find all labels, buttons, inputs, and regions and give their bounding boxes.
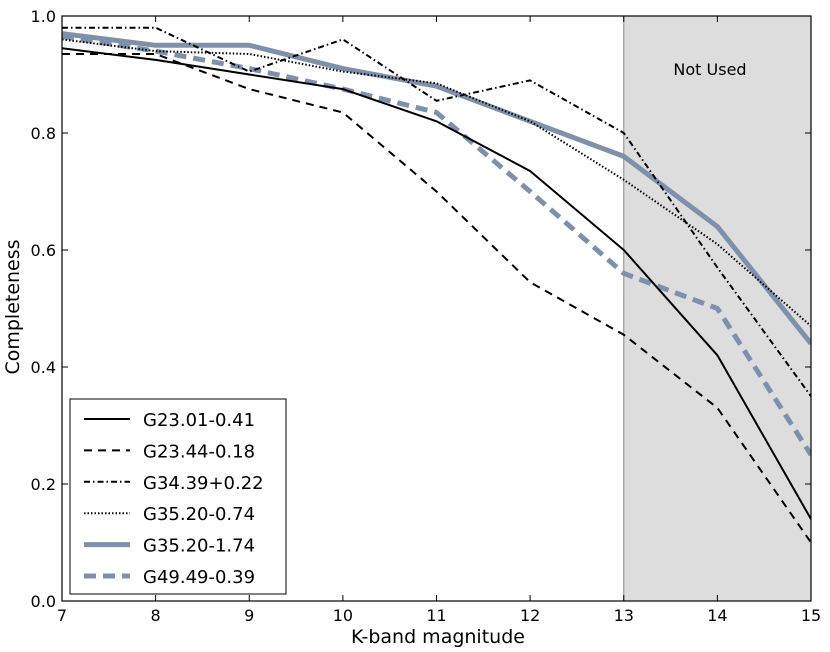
series-lines [62,26,811,544]
x-axis-label: K-band magnitude [351,626,525,648]
x-tick-label: 15 [801,606,821,625]
y-tick-label: 0.0 [31,592,56,611]
x-tick-label: 14 [707,606,727,625]
series-line-g49-49-0-39 [62,34,811,457]
y-axis-label: Completeness [2,239,24,374]
legend-entry: G34.39+0.22 [143,473,264,494]
x-tick-label: 11 [426,606,446,625]
y-tick-label: 0.8 [31,124,56,143]
legend-box [69,398,287,595]
plot-frame [61,15,812,602]
x-tick-label: 10 [333,606,353,625]
legend-entry: G23.01-0.41 [143,410,255,431]
plot-area: Not Used 7 8 9 10 11 12 13 14 15 0.0 0.2 0.4 0.6 0.8 1.… [31,7,822,625]
y-tick-label: 0.4 [31,358,56,377]
series-line-g34-39-0-22 [62,26,811,397]
x-tick-label: 7 [57,606,67,625]
x-tick-label: 12 [520,606,540,625]
not-used-label: Not Used [673,60,746,79]
y-tick-label: 0.2 [31,475,56,494]
legend-entry: G35.20-1.74 [143,536,255,557]
y-tick-label: 1.0 [31,7,56,26]
legend-entry: G49.49-0.39 [143,567,255,588]
legend-entry: G35.20-0.74 [143,504,255,525]
series-line-g23-01-0-41 [62,47,811,520]
series-line-g35-20-1-74 [62,31,811,346]
x-tick-label: 8 [151,606,161,625]
x-tick-label: 9 [244,606,254,625]
y-tick-label: 0.6 [31,241,56,260]
legend-entry: G23.44-0.18 [143,441,255,462]
x-tick-label: 13 [614,606,634,625]
